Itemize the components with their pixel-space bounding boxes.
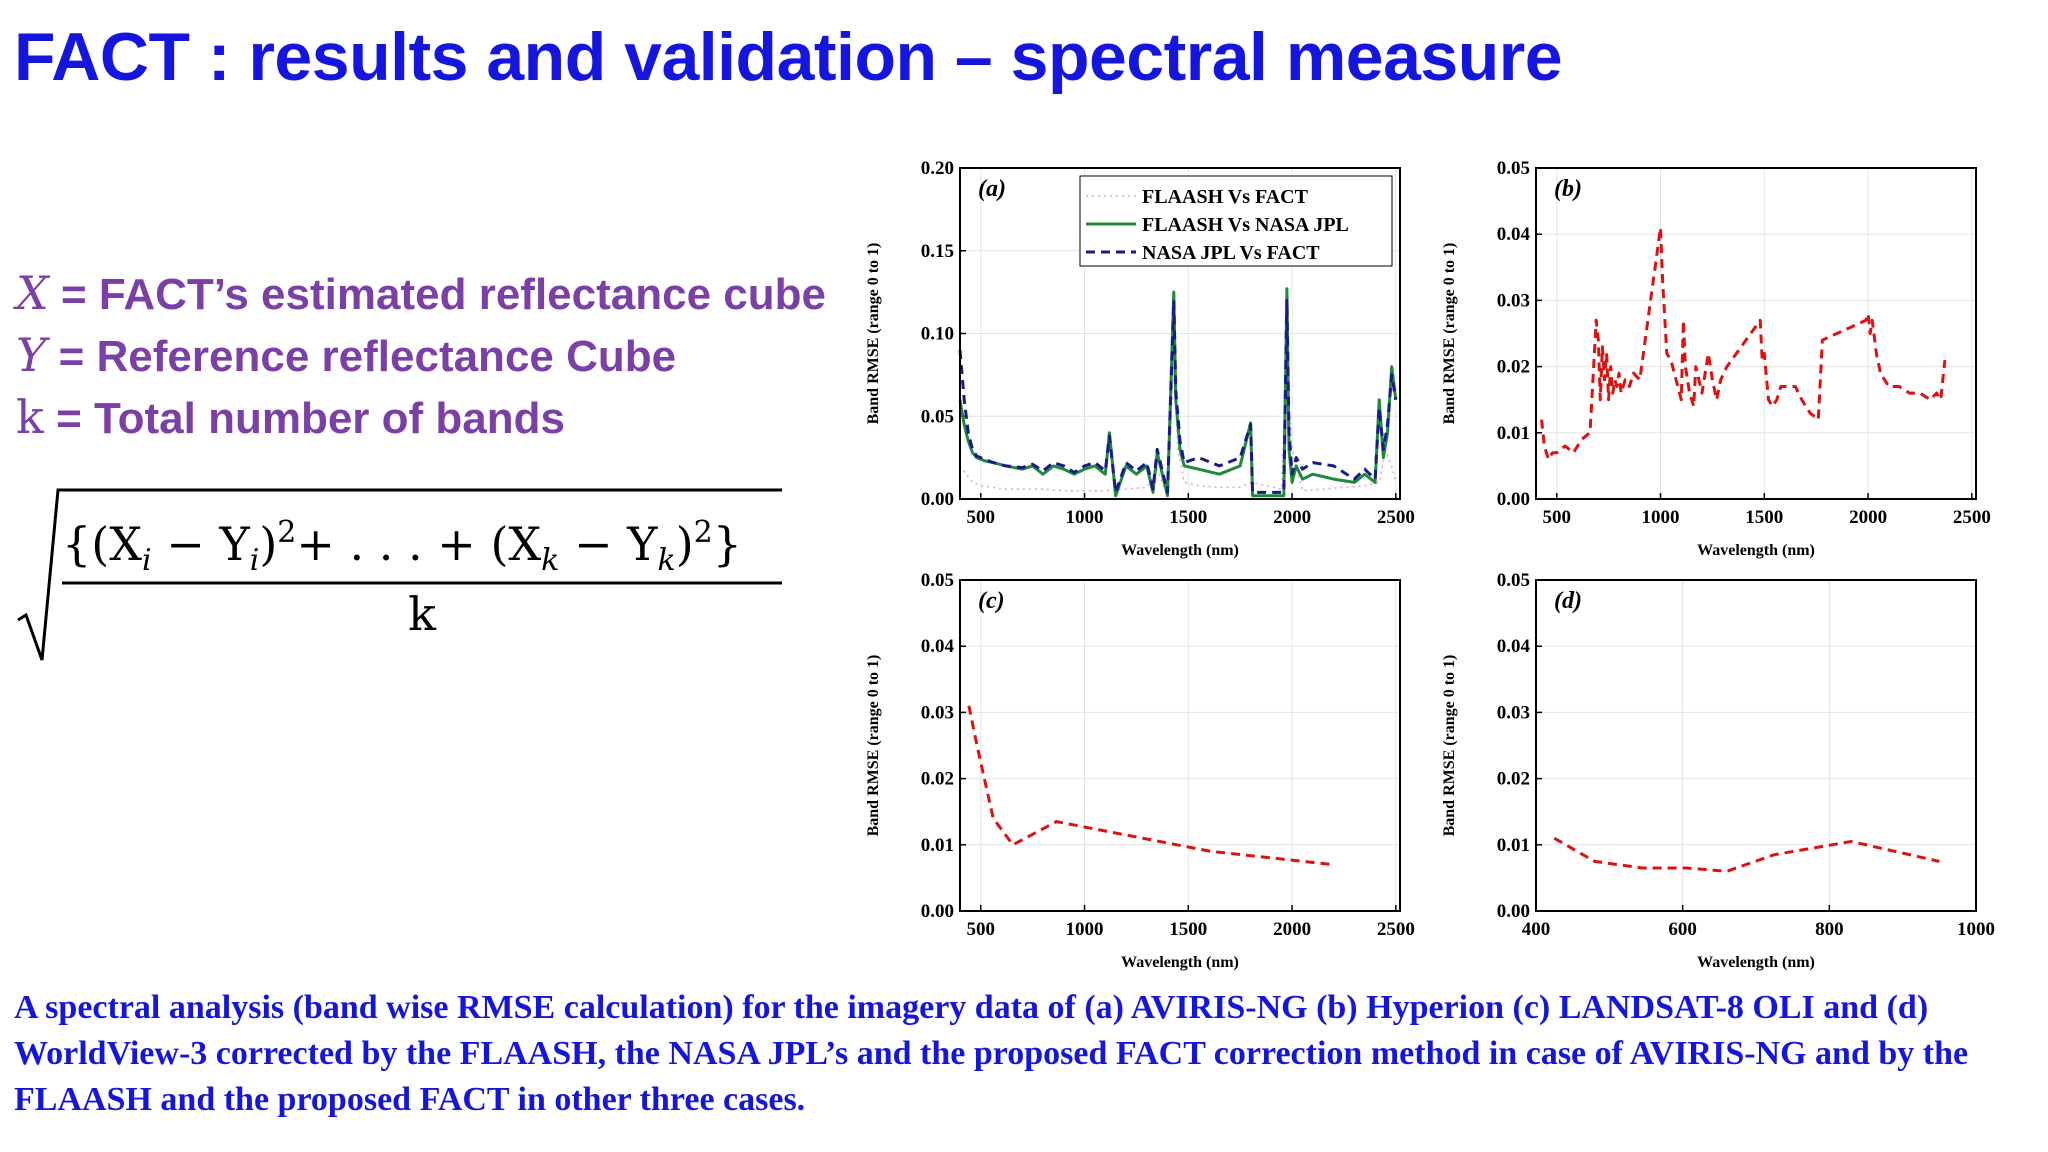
panel-1-ylabel: Band RMSE (range 0 to 1) <box>865 243 882 425</box>
panel-3-xlabel: Wavelength (nm) <box>1121 954 1239 971</box>
panel-3-xtick-label: 500 <box>967 919 996 940</box>
panel-1-legend-label-2: FLAASH Vs NASA JPL <box>1142 214 1349 236</box>
panel-3-ytick-label: 0.00 <box>921 901 954 922</box>
panel-4-xtick-label: 800 <box>1815 919 1844 940</box>
panel-4-ytick-label: 0.02 <box>1497 769 1530 790</box>
panel-3-xtick-label: 1000 <box>1066 919 1104 940</box>
panel-1-series-2-line <box>958 287 1398 498</box>
panel-3-ytick-label: 0.04 <box>921 636 955 657</box>
symbol-k: k <box>16 390 44 444</box>
panel-3-ytick-label: 0.05 <box>921 570 954 591</box>
panel-4-xtick-label: 400 <box>1522 919 1551 940</box>
panel-1-ytick-label: 0.15 <box>921 241 954 262</box>
panel-3-frame <box>959 579 1401 912</box>
figure-caption: A spectral analysis (band wise RMSE calc… <box>14 989 1969 1118</box>
rmse-charts: 500 1000 1500 2000 2500 0.00 0.05 0.10 0.15 0.20 (… <box>865 158 1995 971</box>
panel-2-xtick-label: 2000 <box>1849 507 1887 528</box>
slide-title: FACT : results and validation – spectral… <box>14 19 1563 95</box>
panel-4-ytick-label: 0.04 <box>1497 636 1531 657</box>
formula-numerator: {(Xi − Yi)2+ . . . + (Xk − Yk)2} <box>62 515 742 578</box>
panel-2-xtick-label: 2500 <box>1953 507 1991 528</box>
panel-1-legend-label-3: NASA JPL Vs FACT <box>1142 242 1320 264</box>
panel-1-ytick-label: 0.20 <box>921 158 954 179</box>
panel-2-frame <box>1535 167 1977 500</box>
radical-sign <box>17 488 782 661</box>
panel-2-ytick-label: 0.02 <box>1497 357 1530 378</box>
panel-4-ytick-label: 0.01 <box>1497 835 1530 856</box>
panel-3: 500 1000 1500 2000 2500 0.00 0.01 0.02 0.03 0.04 0… <box>865 570 1415 971</box>
panel-3-xtick-label: 2500 <box>1377 919 1415 940</box>
panel-4-frame <box>1535 579 1977 912</box>
rmse-formula: {(Xi − Yi)2+ . . . + (Xk − Yk)2} k <box>17 488 782 661</box>
panel-2-ytick-label: 0.03 <box>1497 290 1530 311</box>
panel-4-xtick-label: 1000 <box>1957 919 1995 940</box>
panel-4-xlabel: Wavelength (nm) <box>1697 954 1815 971</box>
panel-2-ytick-label: 0.00 <box>1497 489 1530 510</box>
panel-2-xtick-label: 1000 <box>1642 507 1680 528</box>
definition-y-text: = Reference reflectance Cube <box>46 332 677 381</box>
panel-3-ytick-label: 0.01 <box>921 835 954 856</box>
panel-2: 500 1000 1500 2000 2500 0.00 0.01 0.02 0.03 0.04 0… <box>1441 158 1991 559</box>
variable-definitions: X = FACT’s estimated reflectance cube Y … <box>16 262 826 448</box>
panel-4-series-1-line <box>1553 836 1940 873</box>
panel-4-ytick-label: 0.00 <box>1497 901 1530 922</box>
panel-4-ytick-label: 0.03 <box>1497 702 1530 723</box>
panel-3-series-1-line <box>967 705 1334 867</box>
panel-1-xtick-label: 500 <box>967 507 996 528</box>
chart-panels: 500 1000 1500 2000 2500 0.00 0.05 0.10 0.15 0.20 (… <box>840 150 2020 990</box>
panel-1-series-3-line <box>958 298 1398 494</box>
definition-x: X = FACT’s estimated reflectance cube <box>16 262 826 324</box>
panel-1-ytick-label: 0.05 <box>921 406 954 427</box>
panel-2-xlabel: Wavelength (nm) <box>1697 542 1815 559</box>
panel-4-label: (d) <box>1554 588 1582 614</box>
panel-4-ytick-label: 0.05 <box>1497 570 1530 591</box>
panel-2-xtick-label: 500 <box>1543 507 1572 528</box>
definition-k: k = Total number of bands <box>16 386 826 448</box>
panel-2-xtick-label: 1500 <box>1745 507 1783 528</box>
panel-3-xtick-label: 1500 <box>1169 919 1207 940</box>
panel-1: 500 1000 1500 2000 2500 0.00 0.05 0.10 0.15 0.20 (… <box>865 158 1415 559</box>
panel-4-ylabel: Band RMSE (range 0 to 1) <box>1441 655 1458 837</box>
panel-3-ytick-label: 0.02 <box>921 769 954 790</box>
panel-3-ylabel: Band RMSE (range 0 to 1) <box>865 655 882 837</box>
definition-x-text: = FACT’s estimated reflectance cube <box>48 270 826 319</box>
panel-1-ytick-label: 0.10 <box>921 324 954 345</box>
panel-1-xtick-label: 1000 <box>1066 507 1104 528</box>
panel-3-ytick-label: 0.03 <box>921 702 954 723</box>
formula-denominator: k <box>408 587 437 641</box>
panel-1-xtick-label: 2500 <box>1377 507 1415 528</box>
panel-3-xtick-label: 2000 <box>1273 919 1311 940</box>
panel-4: 400 600 800 1000 0.00 0.01 0.02 0.03 0.04 0.05 (d)… <box>1441 570 1995 971</box>
panel-2-ylabel: Band RMSE (range 0 to 1) <box>1441 243 1458 425</box>
panel-1-legend-label-1: FLAASH Vs FACT <box>1142 186 1309 208</box>
panel-1-label: (a) <box>978 176 1006 202</box>
panel-1-series-1-line <box>959 357 1397 497</box>
panel-2-series-1-line <box>1540 226 1947 461</box>
panel-1-xtick-label: 2000 <box>1273 507 1311 528</box>
panel-1-ytick-label: 0.00 <box>921 489 954 510</box>
symbol-x: X <box>16 266 49 320</box>
panel-3-label: (c) <box>978 588 1005 614</box>
symbol-y: Y <box>16 328 47 382</box>
panel-1-legend: FLAASH Vs FACT FLAASH Vs NASA JPL NASA JPL… <box>1079 175 1393 267</box>
panel-2-label: (b) <box>1554 176 1582 202</box>
panel-1-xtick-label: 1500 <box>1169 507 1207 528</box>
panel-2-ytick-label: 0.01 <box>1497 423 1530 444</box>
panel-2-ytick-label: 0.05 <box>1497 158 1530 179</box>
panel-1-frame <box>959 167 1401 500</box>
definition-k-text: = Total number of bands <box>43 394 565 443</box>
panel-2-ytick-label: 0.04 <box>1497 224 1531 245</box>
panel-4-xtick-label: 600 <box>1668 919 1697 940</box>
panel-1-xlabel: Wavelength (nm) <box>1121 542 1239 559</box>
definition-y: Y = Reference reflectance Cube <box>16 324 826 386</box>
